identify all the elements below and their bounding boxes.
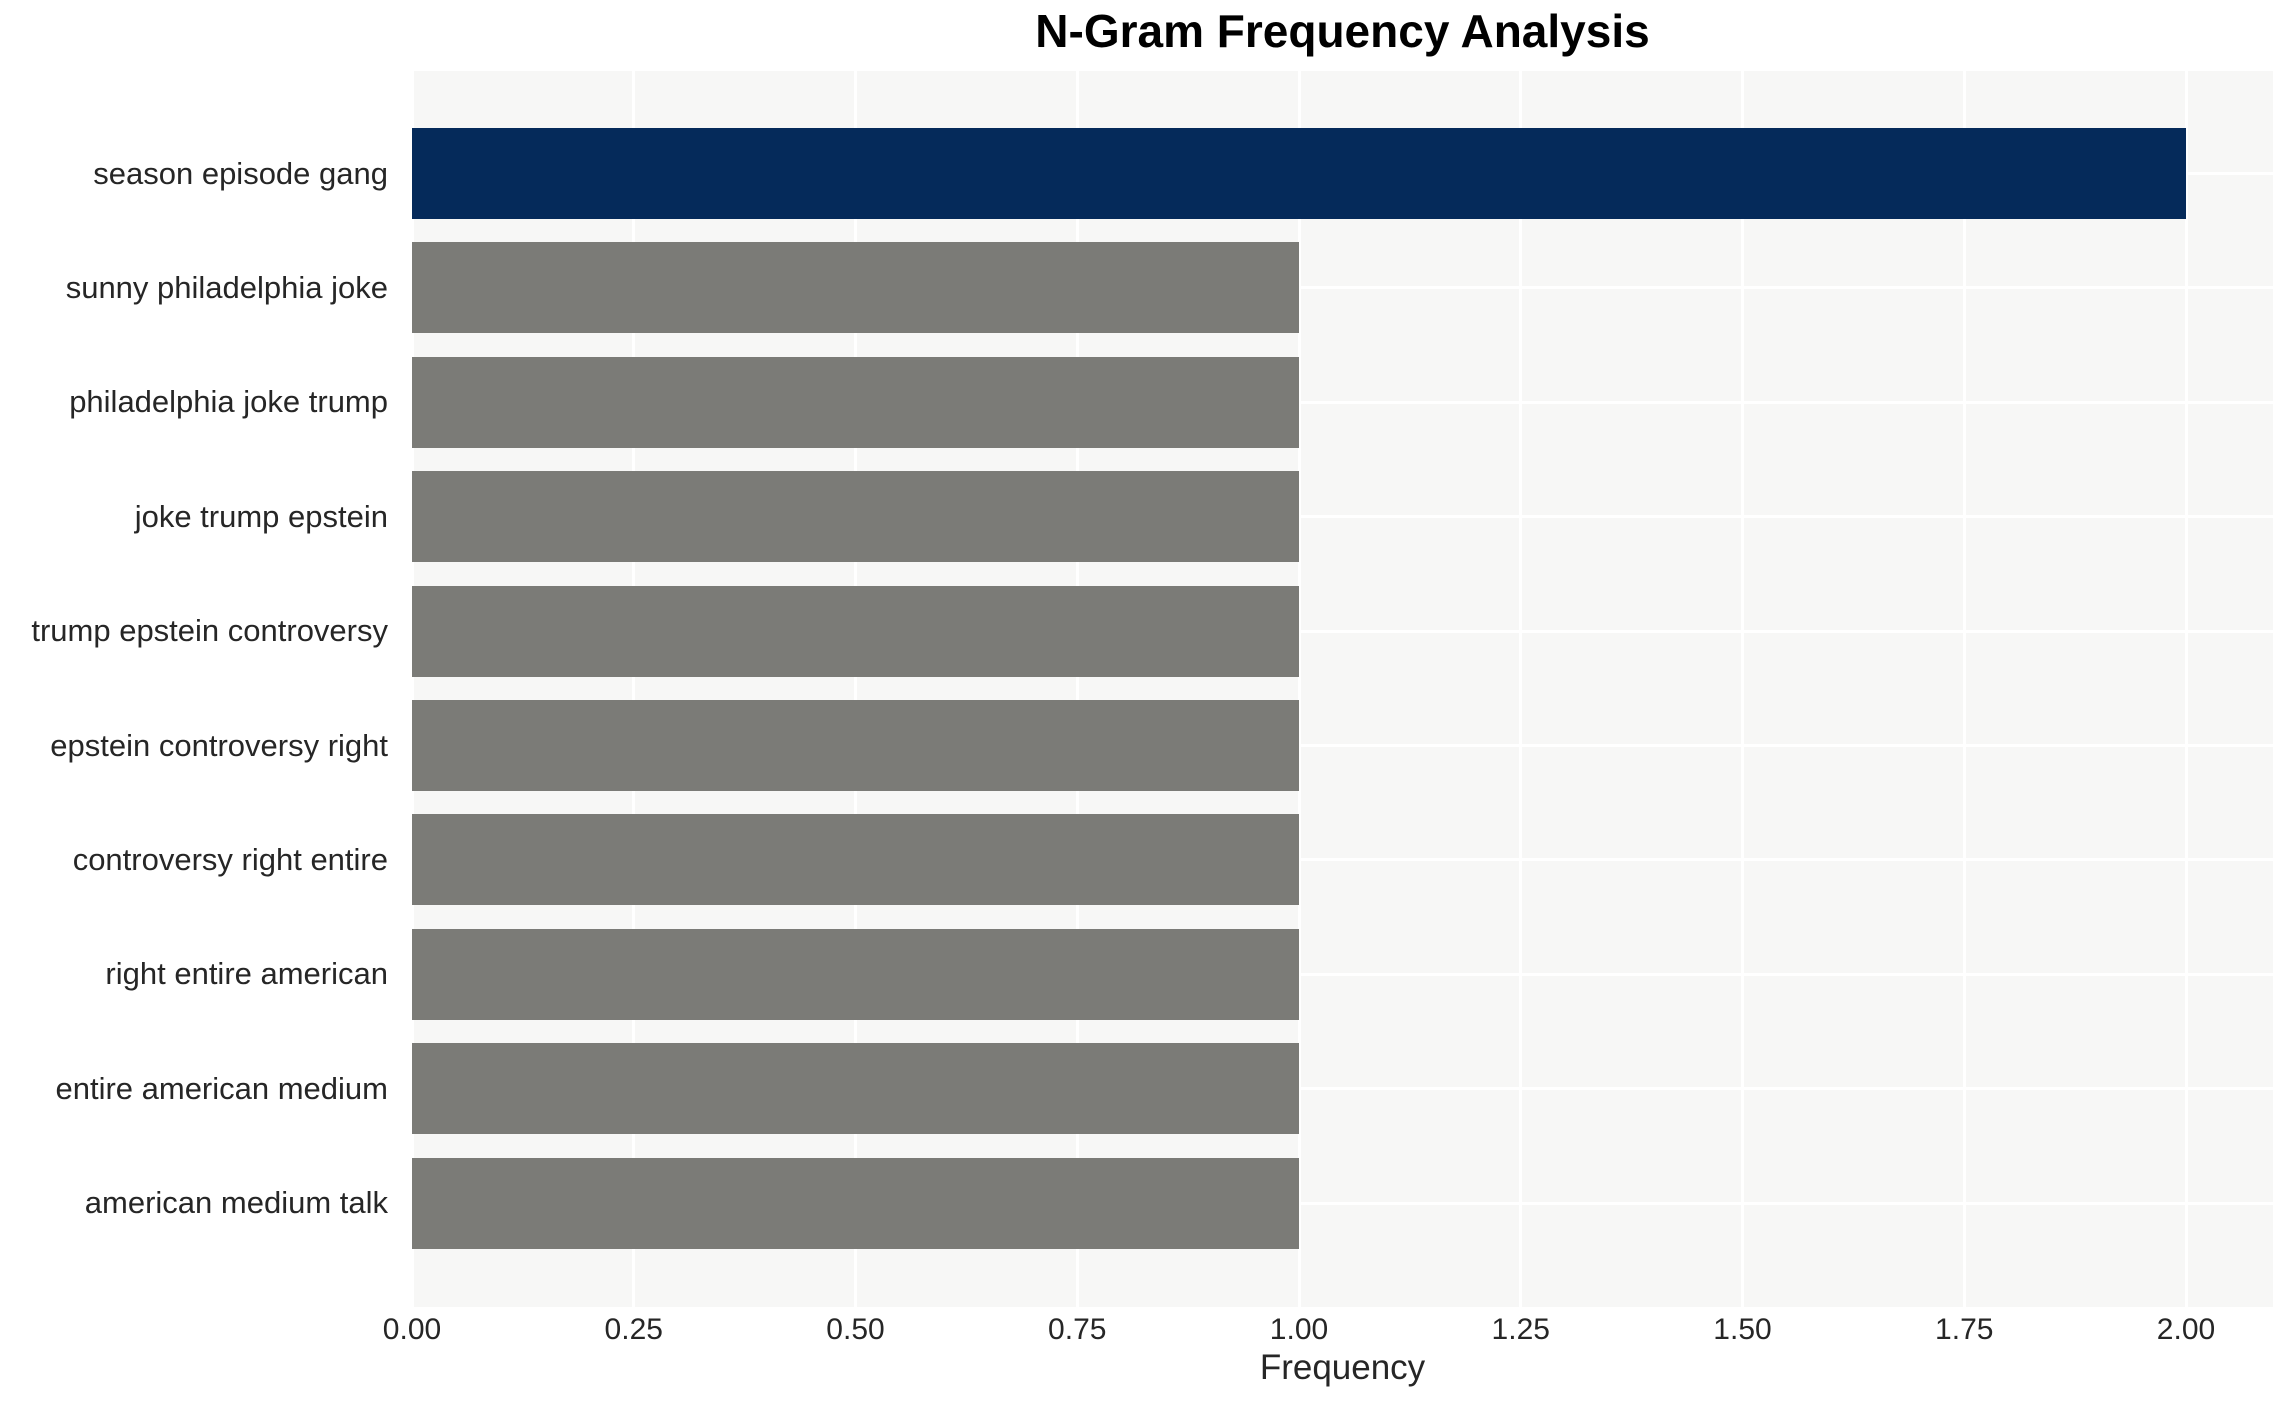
x-tick-label: 1.75 <box>1935 1313 1994 1346</box>
x-tick-label: 0.75 <box>1048 1313 1107 1346</box>
horizontal-gridline <box>412 286 2273 290</box>
horizontal-gridline <box>412 858 2273 862</box>
x-tick-label: 1.00 <box>1269 1313 1329 1346</box>
category-label: trump epstein controversy <box>31 613 388 649</box>
vertical-gridline <box>1297 71 1301 1307</box>
bar-trump-epstein-controversy <box>412 585 1299 677</box>
vertical-gridline <box>1741 71 1744 1307</box>
vertical-gridline <box>854 71 857 1307</box>
vertical-gridline <box>1519 71 1523 1307</box>
vertical-gridline <box>1962 71 1966 1307</box>
horizontal-gridline <box>412 1201 2273 1205</box>
category-label: american medium talk <box>84 1185 388 1221</box>
chart-title: N-Gram Frequency Analysis <box>1035 5 1650 57</box>
x-tick-label: 0.50 <box>826 1313 885 1346</box>
bar-joke-trump-epstein <box>412 471 1299 563</box>
vertical-gridline <box>412 71 414 1307</box>
category-label: entire american medium <box>55 1070 388 1106</box>
horizontal-gridline <box>412 629 2273 633</box>
vertical-gridline <box>632 71 636 1307</box>
bar-controversy-right-entire <box>412 814 1299 906</box>
horizontal-gridline <box>412 515 2273 519</box>
horizontal-gridline <box>412 744 2273 747</box>
x-tick-label: 0.00 <box>382 1313 442 1346</box>
horizontal-gridline <box>412 1087 2273 1091</box>
plot-area <box>412 71 2273 1307</box>
x-axis-title: Frequency <box>1259 1348 1426 1387</box>
x-tick-label: 2.00 <box>2156 1313 2216 1346</box>
bar-american-medium-talk <box>412 1157 1299 1249</box>
y-axis-category-labels: season episode gang sunny philadelphia jo… <box>0 71 400 1307</box>
bar-entire-american-medium <box>412 1043 1299 1135</box>
category-label: season episode gang <box>93 155 388 191</box>
bar-philadelphia-joke-trump <box>412 356 1299 448</box>
category-label: right entire american <box>105 956 388 992</box>
category-label: sunny philadelphia joke <box>65 269 388 305</box>
category-label: philadelphia joke trump <box>69 384 388 420</box>
category-label: joke trump epstein <box>134 498 388 534</box>
horizontal-gridline <box>412 972 2273 976</box>
x-tick-label: 0.25 <box>604 1313 663 1346</box>
vertical-gridline <box>1075 71 1079 1307</box>
bar-season-episode-gang <box>412 128 2186 219</box>
category-label: controversy right entire <box>72 841 388 877</box>
x-tick-label: 1.50 <box>1713 1313 1772 1346</box>
bar-sunny-philadelphia-joke <box>412 242 1299 334</box>
x-tick-label: 1.25 <box>1491 1313 1550 1346</box>
category-label: epstein controversy right <box>50 727 388 763</box>
bar-right-entire-american <box>412 928 1299 1020</box>
vertical-gridline <box>2184 71 2188 1307</box>
bar-epstein-controversy-right <box>412 700 1299 791</box>
horizontal-gridline <box>412 400 2273 404</box>
